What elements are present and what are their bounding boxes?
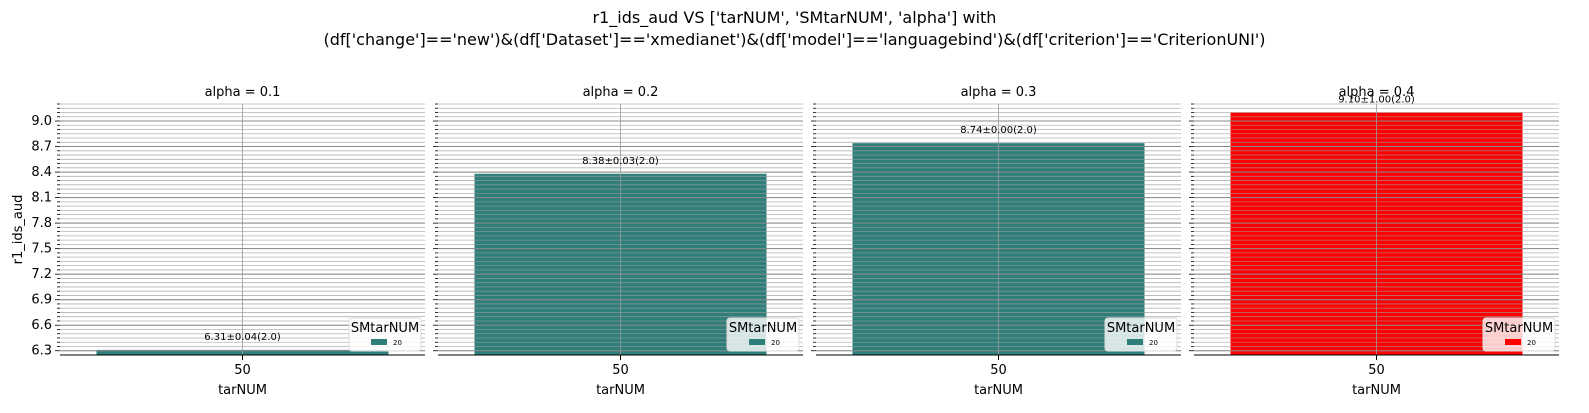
legend-title: SMtarNUM [351, 321, 419, 336]
legend-swatch [1505, 339, 1521, 345]
y-tick-label: 6.3 [31, 344, 52, 359]
legend-entry-label: 20 [393, 339, 402, 347]
bar-value-label: 9.10±1.00(2.0) [1338, 95, 1415, 106]
y-tick-label: 7.2 [31, 267, 52, 282]
legend: SMtarNUM 20 [1104, 317, 1178, 352]
legend-swatch [371, 339, 387, 345]
x-axis-label: tarNUM [596, 383, 645, 398]
legend-title: SMtarNUM [1485, 321, 1553, 336]
legend-title: SMtarNUM [1107, 321, 1175, 336]
y-tick-label: 8.4 [31, 165, 52, 180]
legend: SMtarNUM 20 [726, 317, 800, 352]
legend-box [1104, 317, 1178, 352]
panel-title: alpha = 0.2 [583, 85, 659, 100]
x-axis-label: tarNUM [1352, 383, 1401, 398]
legend: SMtarNUM 20 [348, 317, 422, 352]
x-tick-label: 50 [990, 363, 1007, 378]
y-tick-marks [433, 103, 438, 352]
y-tick-label: 8.7 [31, 140, 52, 155]
legend-entry-label: 20 [1149, 339, 1158, 347]
figure-title-line-1: r1_ids_aud VS ['tarNUM', 'SMtarNUM', 'al… [592, 8, 997, 27]
y-tick-label: 8.1 [31, 191, 52, 206]
y-tick-marks [55, 103, 60, 352]
legend-swatch [1127, 339, 1143, 345]
panel-3: 50 tarNUM alpha = 0.3 8.74±0.00(2.0) SMtarNU… [811, 85, 1181, 398]
y-tick-label: 6.9 [31, 293, 52, 308]
bar-value-label: 8.74±0.00(2.0) [960, 125, 1037, 136]
panel-4: 50 tarNUM alpha = 0.49.10±1.00(2.0) SMtarNU… [1189, 85, 1559, 398]
panel-title: alpha = 0.1 [205, 85, 281, 100]
y-tick-marks [1189, 103, 1194, 352]
panel-2: 50 tarNUM alpha = 0.2 8.38±0.03(2.0) SMtarNU… [433, 85, 803, 398]
y-tick-label: 7.8 [31, 216, 52, 231]
panel-title: alpha = 0.4 [1339, 85, 1415, 100]
x-tick-label: 50 [612, 363, 629, 378]
y-axis-label: r1_ids_aud [11, 195, 26, 265]
y-tick-marks [811, 103, 816, 352]
x-axis-label: tarNUM [974, 383, 1023, 398]
x-axis-label: tarNUM [218, 383, 267, 398]
legend: SMtarNUM 20 [1482, 317, 1556, 352]
legend-box [726, 317, 800, 352]
legend-swatch [749, 339, 765, 345]
legend-title: SMtarNUM [729, 321, 797, 336]
panel-1: 6.3 6.6 6.9 7.2 7.5 7.8 8.1 8.4 8.7 9.0 r1_ids_aud… [11, 85, 425, 398]
bar-value-label: 6.31±0.04(2.0) [204, 332, 281, 343]
y-tick-label: 6.6 [31, 318, 52, 333]
legend-box [348, 317, 422, 352]
x-tick-label: 50 [234, 363, 251, 378]
legend-entry-label: 20 [771, 339, 780, 347]
panel-title: alpha = 0.3 [961, 85, 1037, 100]
y-tick-label: 9.0 [31, 114, 52, 129]
legend-box [1482, 317, 1556, 352]
legend-entry-label: 20 [1527, 339, 1536, 347]
bar-value-label: 8.38±0.03(2.0) [582, 156, 659, 167]
y-tick-label: 7.5 [31, 242, 52, 257]
x-tick-label: 50 [1368, 363, 1385, 378]
figure-title-line-2: (df['change']=='new')&(df['Dataset']=='x… [323, 30, 1266, 49]
